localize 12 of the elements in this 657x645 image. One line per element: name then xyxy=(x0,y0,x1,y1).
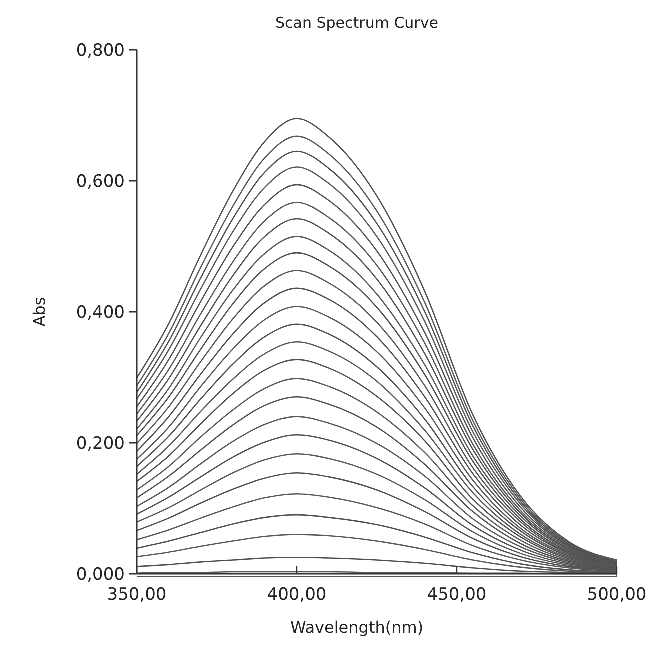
chart-title: Scan Spectrum Curve xyxy=(276,14,438,32)
x-tick-label: 450,00 xyxy=(427,585,487,605)
y-tick-label: 0,800 xyxy=(76,40,125,61)
y-tick-label: 0,000 xyxy=(76,564,125,585)
y-tick-label: 0,400 xyxy=(76,302,125,323)
x-tick-label: 400,00 xyxy=(267,585,327,605)
y-tick-label: 0,600 xyxy=(76,172,125,192)
x-tick-label: 500,00 xyxy=(587,585,647,605)
x-tick-label: 350,00 xyxy=(107,585,167,605)
y-tick-label: 0,200 xyxy=(76,434,125,454)
y-axis-title: Abs xyxy=(30,297,49,327)
x-axis-title: Wavelength(nm) xyxy=(290,618,424,637)
